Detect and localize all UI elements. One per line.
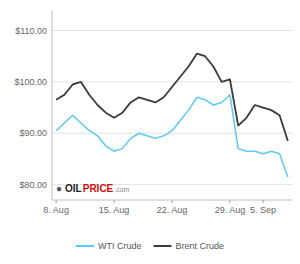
x-tick-label: 15. Aug <box>99 205 130 215</box>
x-tick-label: 29. Aug <box>215 205 246 215</box>
x-tick-label: 22. Aug <box>157 205 188 215</box>
plot-lines <box>56 54 288 177</box>
grid-line <box>52 133 292 134</box>
x-tick-label: 8. Aug <box>43 205 69 215</box>
watermark-text: ● <box>56 183 62 194</box>
series-line <box>56 54 288 141</box>
x-axis-line <box>52 200 292 201</box>
legend-label: WTI Crude <box>98 241 142 251</box>
y-tick-label: $90.00 <box>19 128 47 138</box>
legend-label: Brent Crude <box>175 241 224 251</box>
watermark-text: .com <box>114 186 129 193</box>
y-tick-label: $80.00 <box>19 180 47 190</box>
grid-line <box>52 81 292 82</box>
x-tick-label: 5. Sep <box>250 205 276 215</box>
chart: $80.00 $90.00 $100.00 $110.00 8. Aug 15. Aug 2… <box>0 0 300 264</box>
y-tick-label: $110.00 <box>15 26 47 36</box>
grid-line <box>52 30 292 31</box>
watermark-text: PRICE <box>83 183 114 194</box>
watermark-text: OIL <box>65 183 82 194</box>
y-axis-line <box>52 10 53 200</box>
legend-swatch <box>76 245 94 247</box>
y-tick-label: $100.00 <box>14 77 47 87</box>
legend-swatch <box>153 245 171 247</box>
legend: WTI Crude Brent Crude <box>76 241 224 251</box>
